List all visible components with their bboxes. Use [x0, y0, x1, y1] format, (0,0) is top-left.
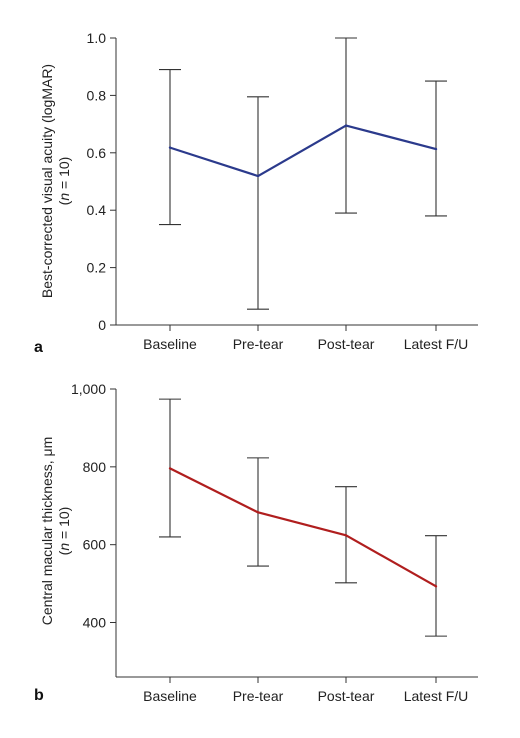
panel-a-x-tick-label: Pre-tear	[233, 336, 284, 352]
panel-b-data-point	[256, 511, 260, 514]
panel-b-data-point	[434, 585, 438, 588]
panel-b-y-axis-label: Central macular thickness, μm	[39, 437, 55, 626]
panel-b-x-tick-label: Baseline	[143, 688, 197, 704]
panel-b-data-point	[168, 467, 172, 470]
panel-b-y-tick-label: 600	[83, 537, 107, 553]
panel-a-y-tick-label: 0.4	[87, 202, 107, 218]
panel-a-y-tick-label: 0.2	[87, 260, 107, 276]
panel-a-y-axis-label: Best-corrected visual acuity (logMAR)	[39, 64, 55, 298]
panel-a-x-tick-label: Post-tear	[318, 336, 375, 352]
panel-a-data-point	[256, 174, 260, 178]
panel-b-chart: Central macular thickness, μm (n = 10) b…	[34, 381, 478, 704]
panel-b-y-tick-label: 800	[83, 459, 107, 475]
panel-a-data-point	[168, 146, 172, 149]
panel-a-x-tick-label: Baseline	[143, 336, 197, 352]
panel-a-y-tick-label: 1.0	[87, 30, 107, 46]
panel-b-y-tick-label: 1,000	[71, 381, 106, 397]
panel-a-y-tick-label: 0.6	[87, 145, 107, 161]
panel-a-y-axis-sublabel: (n = 10)	[56, 157, 72, 206]
panel-a-label: a	[34, 339, 43, 356]
panel-a-error-bar	[247, 96, 269, 310]
panel-a-chart: Best-corrected visual acuity (logMAR) (n…	[34, 30, 478, 356]
panel-a-y-tick-label: 0.8	[87, 87, 107, 103]
panel-a-x-tick-label: Latest F/U	[404, 336, 469, 352]
panel-a-data-point	[344, 124, 348, 127]
panel-b-x-tick-label: Post-tear	[318, 688, 375, 704]
panel-b-x-tick-label: Pre-tear	[233, 688, 284, 704]
panel-a-y-tick-label: 0	[98, 317, 106, 333]
panel-a-series-line	[169, 124, 437, 178]
panel-b-label: b	[34, 687, 44, 704]
panel-b-y-tick-label: 400	[83, 615, 107, 631]
panel-b-y-axis-sublabel: (n = 10)	[56, 507, 72, 556]
panel-b-x-tick-label: Latest F/U	[404, 688, 469, 704]
panel-b-series-line	[169, 467, 437, 588]
panel-b-data-point	[344, 534, 348, 537]
panel-a-data-point	[434, 147, 438, 151]
